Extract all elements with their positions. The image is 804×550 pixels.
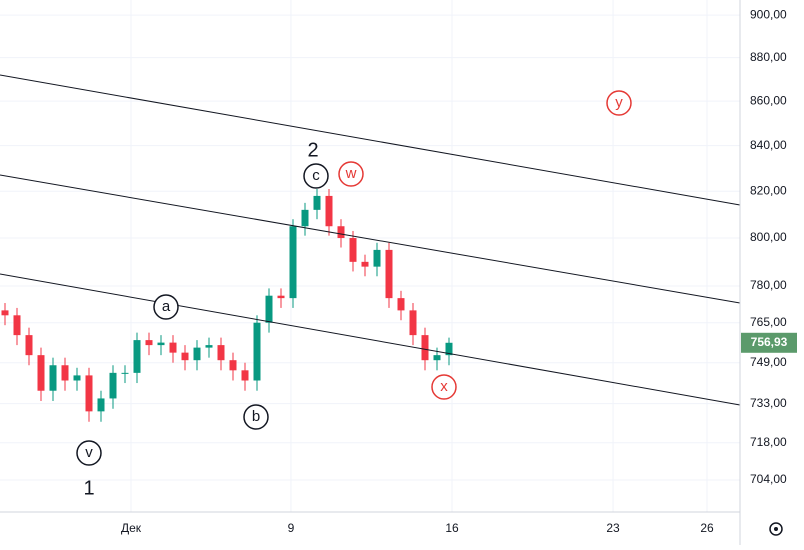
wave-marker: a xyxy=(153,294,179,320)
candles xyxy=(1,188,453,422)
y-tick-label: 704,00 xyxy=(750,472,787,486)
candle-body xyxy=(133,340,141,373)
candle-body xyxy=(337,226,345,239)
candle-body xyxy=(157,342,165,346)
x-tick-label: 16 xyxy=(445,521,459,535)
candle-body xyxy=(349,238,357,262)
candle-body xyxy=(229,360,237,371)
candle-body xyxy=(25,335,33,356)
x-tick-label: Дек xyxy=(121,521,142,535)
wave-label: b xyxy=(252,408,260,425)
y-tick-label: 749,00 xyxy=(750,355,787,369)
candle-body xyxy=(13,315,21,336)
candle-body xyxy=(253,322,261,381)
candle-body xyxy=(1,310,9,316)
candle-body xyxy=(121,372,129,374)
wave-label: c xyxy=(312,167,320,184)
channel-line xyxy=(0,74,741,206)
candle-body xyxy=(61,365,69,381)
candle-body xyxy=(85,375,93,412)
candle-body xyxy=(313,195,321,210)
y-tick-label: 718,00 xyxy=(750,435,787,449)
candle-body xyxy=(289,226,297,299)
y-tick-label: 840,00 xyxy=(750,138,787,152)
candle-body xyxy=(145,340,153,346)
y-tick-label: 733,00 xyxy=(750,396,787,410)
settings-button[interactable] xyxy=(769,522,783,536)
y-tick-label: 780,00 xyxy=(750,278,787,292)
wave-label: a xyxy=(162,298,171,315)
y-tick-label: 860,00 xyxy=(750,93,787,107)
channel-line xyxy=(0,174,741,304)
wave-label: 2 xyxy=(307,139,318,161)
wave-label: y xyxy=(615,94,623,111)
wave-marker: w xyxy=(338,161,364,187)
candle-body xyxy=(445,342,453,356)
last-price-badge xyxy=(741,332,797,353)
channel xyxy=(0,74,741,406)
wave-label: v xyxy=(85,444,93,461)
wave-label: w xyxy=(345,165,357,182)
y-tick-label: 765,00 xyxy=(750,315,787,329)
candle-body xyxy=(265,295,273,323)
y-tick-label: 800,00 xyxy=(750,230,787,244)
candle-body xyxy=(205,345,213,348)
grid xyxy=(0,0,740,512)
wave-marker: v xyxy=(76,440,102,466)
candle-body xyxy=(97,398,105,412)
candle-body xyxy=(217,345,225,361)
candle-body xyxy=(373,249,381,267)
wave-label: 1 xyxy=(83,477,94,499)
candle-body xyxy=(109,372,117,399)
candle-body xyxy=(325,195,333,227)
wave-marker: x xyxy=(431,374,457,400)
y-tick-label: 820,00 xyxy=(750,183,787,197)
candle-body xyxy=(73,375,81,381)
candle-body xyxy=(301,209,309,227)
y-tick-label: 900,00 xyxy=(750,7,787,21)
last-price-label: 756,93 xyxy=(751,335,788,349)
wave-label: x xyxy=(440,378,448,395)
candle-body xyxy=(169,342,177,353)
wave-marker: b xyxy=(243,404,269,430)
candle-body xyxy=(385,249,393,299)
wave-marker: c xyxy=(303,163,329,189)
candle-body xyxy=(277,295,285,299)
candle-body xyxy=(241,370,249,381)
x-tick-label: 9 xyxy=(288,521,295,535)
y-tick-label: 880,00 xyxy=(750,50,787,64)
wave-marker: y xyxy=(606,90,632,116)
x-tick-label: 26 xyxy=(700,521,714,535)
x-tick-label: 23 xyxy=(606,521,620,535)
candle-body xyxy=(421,335,429,361)
axes: 900,00 880,00 860,00 840,00 820,00 800,00 780,… xyxy=(121,7,797,535)
candle-body xyxy=(193,347,201,361)
channel-line xyxy=(0,273,741,406)
candle-body xyxy=(37,355,45,391)
candle-body xyxy=(409,310,417,336)
candle-body xyxy=(181,352,189,361)
candle-body xyxy=(397,298,405,311)
candle-body xyxy=(49,365,57,391)
candle-body xyxy=(361,261,369,267)
candle-body xyxy=(433,355,441,361)
